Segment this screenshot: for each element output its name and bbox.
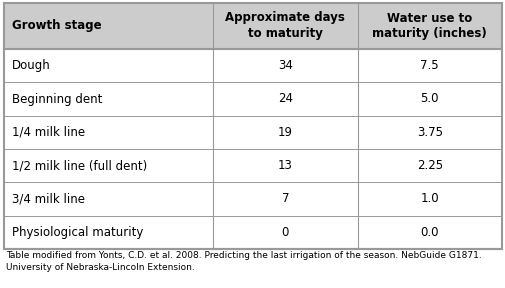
Bar	[4, 49, 501, 82]
Bar	[4, 3, 501, 249]
Text: 3/4 milk line: 3/4 milk line	[12, 192, 85, 206]
Text: 0.0: 0.0	[420, 226, 438, 239]
Text: 1/4 milk line: 1/4 milk line	[12, 126, 85, 139]
Text: 19: 19	[277, 126, 292, 139]
Text: 13: 13	[277, 159, 292, 172]
Text: Table modified from Yonts, C.D. et al. 2008. Predicting the last irrigation of t: Table modified from Yonts, C.D. et al. 2…	[6, 251, 481, 272]
Text: 1/2 milk line (full dent): 1/2 milk line (full dent)	[12, 159, 147, 172]
Bar	[4, 182, 501, 216]
Bar	[4, 149, 501, 182]
Text: Physiological maturity: Physiological maturity	[12, 226, 143, 239]
Text: 7: 7	[281, 192, 288, 206]
Text: Beginning dent: Beginning dent	[12, 92, 102, 105]
Text: Water use to
maturity (inches): Water use to maturity (inches)	[372, 12, 486, 41]
Text: 2.25: 2.25	[416, 159, 442, 172]
Text: Dough: Dough	[12, 59, 50, 72]
Text: 34: 34	[277, 59, 292, 72]
Text: 24: 24	[277, 92, 292, 105]
Bar	[4, 3, 501, 49]
Text: Approximate days
to maturity: Approximate days to maturity	[225, 12, 344, 41]
Text: 0: 0	[281, 226, 288, 239]
Bar	[4, 82, 501, 116]
Text: 1.0: 1.0	[420, 192, 438, 206]
Bar	[4, 216, 501, 249]
Text: 3.75: 3.75	[416, 126, 442, 139]
Text: Growth stage: Growth stage	[12, 20, 102, 33]
Text: 7.5: 7.5	[420, 59, 438, 72]
Text: 5.0: 5.0	[420, 92, 438, 105]
Bar	[4, 116, 501, 149]
